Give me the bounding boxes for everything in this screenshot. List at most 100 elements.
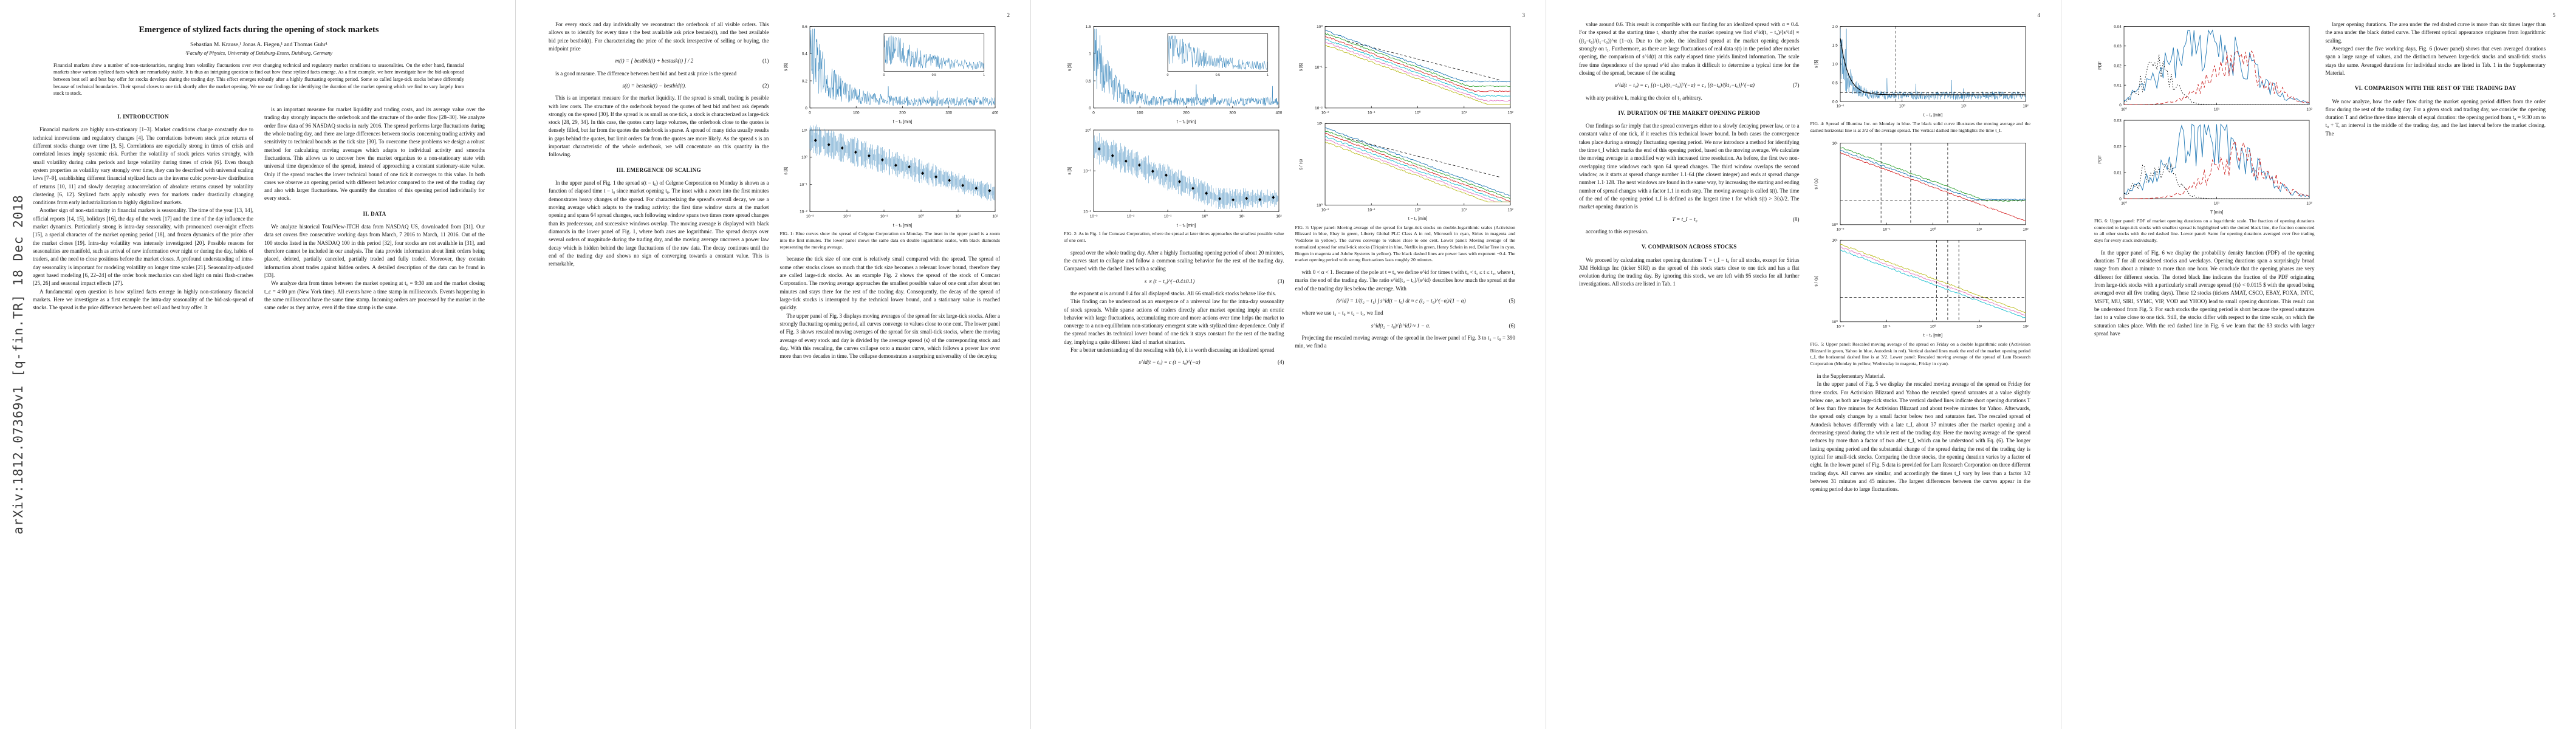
svg-text:10²: 10²	[1507, 208, 1513, 212]
svg-text:10⁻²: 10⁻²	[1083, 210, 1091, 214]
equation-8: T = t_I − t₀ (8)	[1672, 216, 1800, 222]
svg-text:10⁻¹: 10⁻¹	[1882, 228, 1890, 232]
page-number: 3	[1522, 12, 1526, 18]
paragraph: The upper panel of Fig. 3 displays movin…	[779, 312, 1001, 360]
figure-5-caption: FIG. 5: Upper panel: Rescaled moving ave…	[1810, 341, 2031, 367]
svg-text:0.02: 0.02	[2114, 145, 2122, 149]
equation-6: s^id(t₂ − t₀)/⟨s^id⟩ ≈ 1 − α. (6)	[1371, 322, 1515, 329]
svg-text:10⁰: 10⁰	[2121, 108, 2127, 112]
paragraph: spread over the whole trading day. After…	[1064, 249, 1284, 272]
svg-text:10⁻¹: 10⁻¹	[1164, 214, 1172, 219]
column-right: larger opening durations. The area under…	[2326, 21, 2546, 338]
svg-text:400: 400	[992, 111, 998, 115]
svg-text:10²: 10²	[992, 214, 998, 219]
page-number: 4	[2037, 12, 2041, 18]
svg-text:10²: 10²	[2306, 202, 2312, 206]
svg-text:10⁻¹: 10⁻¹	[1836, 104, 1844, 109]
paragraph: the exponent α is around 0.4 for all dis…	[1070, 290, 1276, 296]
figure-3: 10⁻² 10⁻¹ 10⁰ 10⁻² 10⁻¹ 10⁰ 10¹ 10² s̄ [$] 10⁰ 10¹…	[1295, 22, 1516, 264]
svg-text:10²: 10²	[2023, 228, 2028, 232]
svg-text:s [$]: s [$]	[1814, 60, 1818, 68]
svg-text:0.03: 0.03	[2114, 44, 2122, 49]
paragraph: is an important measure for market liqui…	[264, 106, 485, 202]
page-1: Emergence of stylized facts during the o…	[0, 0, 515, 729]
svg-text:1: 1	[983, 74, 985, 77]
svg-text:10⁻¹: 10⁻¹	[880, 214, 888, 219]
svg-text:300: 300	[1229, 111, 1236, 115]
paragraph: is a good measure. The difference betwee…	[555, 70, 737, 77]
figure-4-caption: FIG. 4: Spread of Illumina Inc. on Monda…	[1810, 120, 2031, 133]
svg-text:0: 0	[2119, 103, 2122, 108]
paper-affiliation: ¹Faculty of Physics, University of Duisb…	[185, 49, 333, 56]
svg-text:10²: 10²	[2023, 325, 2028, 329]
figure-6-caption: FIG. 6: Upper panel: PDF of market openi…	[2094, 217, 2315, 244]
paragraph: We proceed by calculating market opening…	[1579, 256, 1800, 287]
section-heading-duration: IV. DURATION OF THE MARKET OPENING PERIO…	[1618, 109, 1761, 116]
svg-text:10⁰: 10⁰	[1930, 325, 1936, 329]
page-2: 2 For every stock and day individually w…	[515, 0, 1030, 729]
svg-text:10¹: 10¹	[1461, 208, 1467, 212]
svg-text:10¹: 10¹	[1832, 239, 1837, 243]
paragraph: with 0 < α < 1. Because of the pole at t…	[1295, 269, 1516, 292]
svg-text:0: 0	[883, 74, 885, 77]
section-heading-introduction: I. INTRODUCTION	[117, 114, 169, 120]
column-left: For every stock and day individually we …	[549, 21, 769, 360]
svg-text:10⁰: 10⁰	[2121, 202, 2127, 206]
svg-text:0.02: 0.02	[2114, 64, 2122, 68]
paragraph: Averaged over the five working days, Fig…	[2325, 45, 2546, 76]
page-number: 5	[2552, 12, 2556, 18]
figure-2-plot: 0 0.5 1 1.5 0 100 200 300 400 s [$] t − t₀ [min] 0 0…	[1068, 25, 1283, 228]
column-right: is an important measure for market liqui…	[264, 106, 485, 312]
svg-text:10¹: 10¹	[1239, 214, 1244, 219]
svg-text:0: 0	[1167, 74, 1169, 77]
svg-text:10¹: 10¹	[1832, 142, 1837, 146]
paragraph: We analyze historical TotalView-ITCH dat…	[264, 224, 485, 278]
svg-text:10⁻²: 10⁻²	[1836, 228, 1844, 232]
page-number: 2	[1007, 12, 1010, 18]
svg-text:10⁻¹: 10⁻¹	[1367, 208, 1375, 212]
svg-text:s̄ / ⟨s⟩: s̄ / ⟨s⟩	[1814, 276, 1818, 287]
svg-text:10¹: 10¹	[1976, 228, 1982, 232]
svg-text:0.6: 0.6	[801, 25, 807, 29]
paragraph: value around 0.6. This result is compati…	[1579, 21, 1800, 76]
page-5: 5 0 0.01 0.02 0.03 0.04 10⁰ 10¹ 10² PDF 0 0.01 0.02…	[2061, 0, 2576, 729]
svg-text:10⁰: 10⁰	[1414, 208, 1420, 212]
column-left: value around 0.6. This result is compati…	[1579, 21, 1800, 494]
svg-text:10¹: 10¹	[1976, 325, 1982, 329]
paragraph: according to this expression.	[1586, 228, 1648, 234]
svg-text:100: 100	[1137, 111, 1143, 115]
paragraph: This finding can be understood as an eme…	[1064, 298, 1284, 345]
svg-text:0.5: 0.5	[1086, 79, 1091, 83]
svg-text:t − t₀ [min]: t − t₀ [min]	[1923, 334, 1942, 338]
svg-text:100: 100	[852, 111, 859, 115]
section-heading-data: II. DATA	[363, 210, 386, 217]
svg-text:T [min]: T [min]	[2210, 211, 2223, 215]
column-right: 10⁻² 10⁻¹ 10⁰ 10⁻² 10⁻¹ 10⁰ 10¹ 10² s̄ [$] 10⁰ 10¹…	[1295, 21, 1516, 371]
paragraph: Financial markets are highly non-station…	[33, 126, 253, 206]
svg-text:10¹: 10¹	[2214, 202, 2219, 206]
equation-1: m(t) = [ bestbid(t) + bestask(t) ] / 2 (…	[615, 58, 769, 64]
svg-text:s̄ / ⟨s⟩: s̄ / ⟨s⟩	[1298, 159, 1303, 169]
svg-text:t − t₀ [min]: t − t₀ [min]	[1177, 120, 1196, 124]
svg-text:10⁻²: 10⁻²	[1321, 111, 1329, 115]
paragraph: larger opening durations. The area under…	[2325, 21, 2546, 44]
svg-text:0.01: 0.01	[2114, 171, 2122, 175]
svg-text:10⁻³: 10⁻³	[1090, 214, 1098, 219]
svg-text:0: 0	[805, 106, 807, 111]
column-left: I. INTRODUCTION Financial markets are hi…	[33, 106, 253, 312]
paragraph: because the tick size of one cent is rel…	[779, 256, 1001, 311]
column-left: 0 0.5 1 1.5 0 100 200 300 400 s [$] t − t₀ [min] 0 0…	[1064, 21, 1284, 371]
svg-text:10⁰: 10⁰	[1899, 104, 1905, 109]
svg-text:10⁰: 10⁰	[1832, 320, 1838, 324]
equation-4: s^id(t − t₀) = c (t − t₀)^(−α) (4)	[1139, 359, 1284, 366]
svg-text:10⁰: 10⁰	[1414, 111, 1420, 115]
svg-text:s̄ / ⟨s⟩: s̄ / ⟨s⟩	[1814, 179, 1818, 190]
svg-text:10⁰: 10⁰	[1317, 204, 1323, 208]
page-3: 3 0 0.5 1 1.5 0 100 200 300 400 s [$] t − t₀ [min]…	[1030, 0, 1546, 729]
svg-text:s [$]: s [$]	[784, 63, 788, 71]
svg-text:s [$]: s [$]	[1068, 167, 1072, 175]
svg-text:10⁻²: 10⁻²	[843, 214, 851, 219]
figure-6: 0 0.01 0.02 0.03 0.04 10⁰ 10¹ 10² PDF 0 0.01 0.02 0.…	[2094, 22, 2315, 244]
column-left: 0 0.01 0.02 0.03 0.04 10⁰ 10¹ 10² PDF 0 0.01 0.02 0.…	[2094, 21, 2315, 338]
figure-4: 0.0 0.5 1.0 1.5 2.0 10⁻¹ 10⁰ 10¹ 10² s [$] t − t₀ …	[1810, 22, 2031, 134]
